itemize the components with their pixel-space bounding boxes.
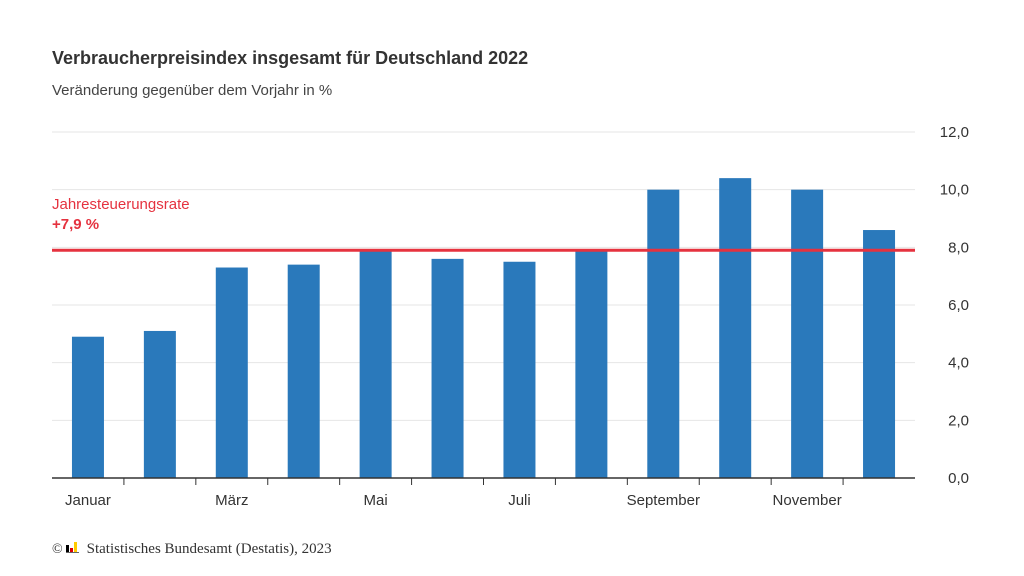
x-tick-label: März [215,492,248,509]
x-tick-label: November [773,492,842,509]
bar-september [647,189,680,478]
x-tick-label: Mai [364,492,388,509]
x-tick-label: September [627,492,700,509]
y-tick-label: 8,0 [948,239,969,256]
bar-dezember [863,230,896,478]
reference-value: +7,9 % [52,216,100,233]
bar-februar [143,330,176,478]
bar-mai [359,250,392,478]
bars [71,178,896,478]
bar-juli [503,261,536,478]
reference-annotation: Jahresteuerungsrate +7,9 % [52,195,190,235]
chart-subtitle: Veränderung gegenüber dem Vorjahr in % [52,82,333,99]
y-tick-label: 0,0 [948,470,969,487]
bar-oktober [719,178,752,478]
y-tick-label: 2,0 [948,412,969,429]
bar-april [287,264,320,478]
chart-title: Verbraucherpreisindex insgesamt für Deut… [52,48,529,68]
copyright-symbol: © [52,541,63,557]
y-tick-label: 10,0 [940,182,969,199]
y-tick-label: 12,0 [940,124,969,141]
source-text: Statistisches Bundesamt (Destatis), 2023 [86,541,332,557]
gridlines [52,131,915,421]
bar-august [575,250,608,478]
reference-label: Jahresteuerungsrate [52,196,190,213]
bar-november [791,189,824,478]
source-footer: © Statistisches Bundesamt (Destatis), 20… [52,541,332,558]
destatis-logo-icon [65,541,82,558]
y-tick-label: 6,0 [948,297,969,314]
bar-juni [431,258,464,478]
bar-januar [71,336,104,478]
x-tick-label: Januar [65,492,111,509]
x-tick-label: Juli [508,492,531,509]
bar-märz [215,267,248,478]
axes: 0,0 2,0 4,0 6,0 8,0 10,0 12,0 Januar März Mai Juli… [52,124,969,509]
y-tick-label: 4,0 [948,355,969,372]
